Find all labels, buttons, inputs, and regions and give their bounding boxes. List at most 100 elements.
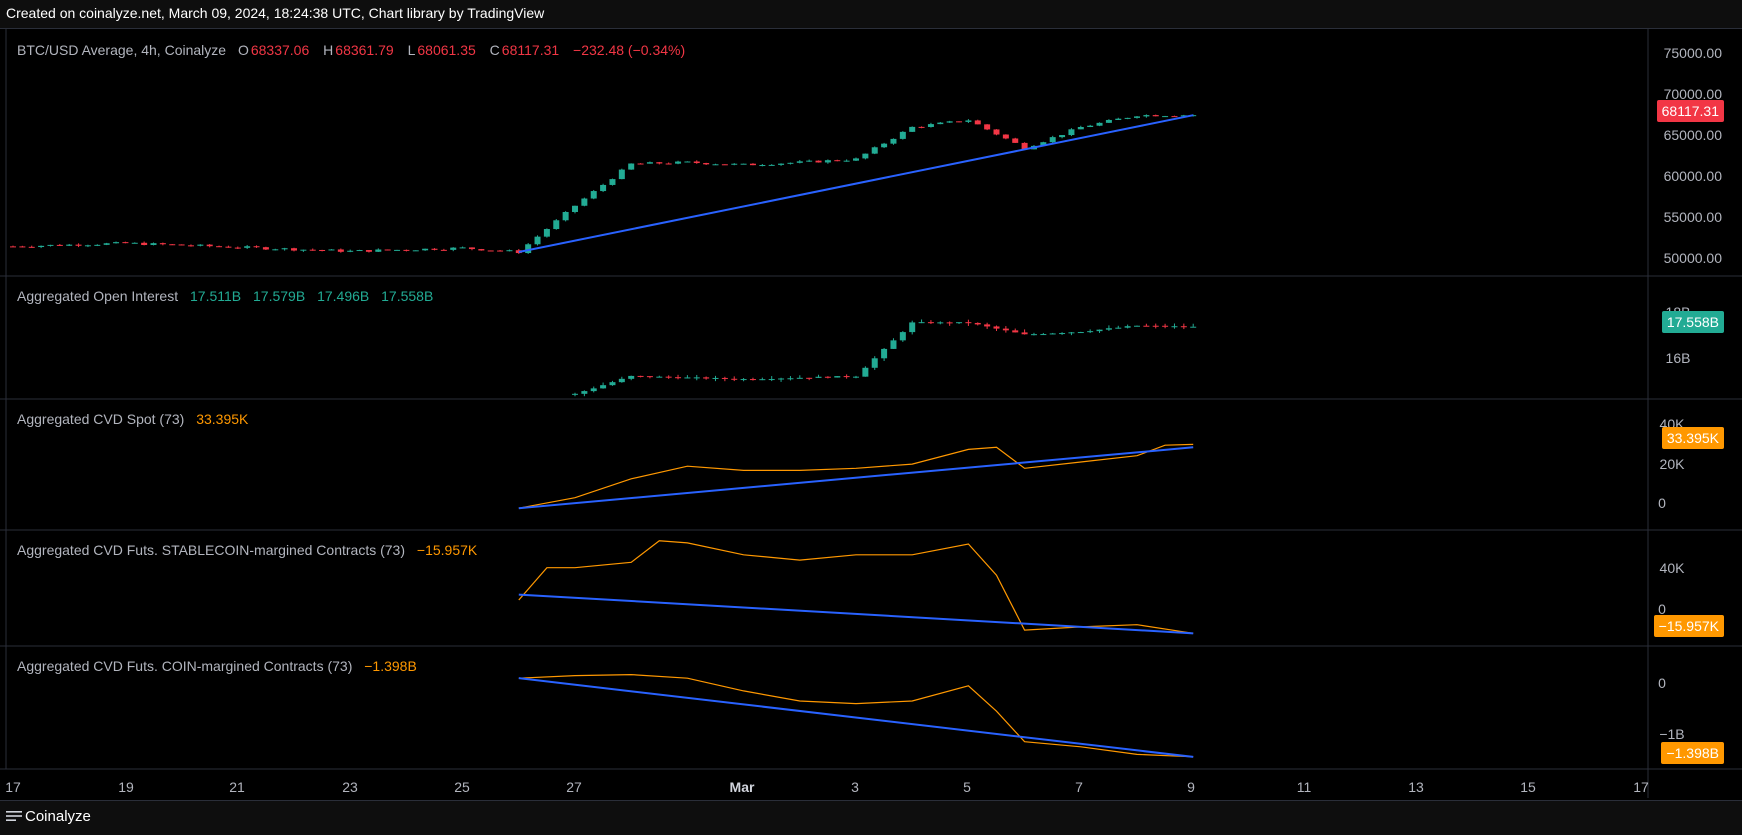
oi-candle — [712, 377, 719, 379]
close-value: 68117.31 — [501, 42, 560, 58]
oi-candle — [609, 382, 616, 386]
cvd-spot-tick-label: 0 — [1658, 495, 1666, 511]
oi-candle — [899, 332, 906, 341]
price-candle — [759, 165, 766, 167]
price-y-axis: 75000.00 70000.00 65000.00 60000.00 5500… — [1664, 45, 1723, 266]
price-candle — [38, 245, 45, 248]
oi-candle — [1162, 325, 1169, 327]
oi-candle — [768, 379, 775, 381]
x-tick-label: 15 — [1520, 779, 1536, 795]
oi-candle — [590, 388, 597, 392]
price-candle — [927, 124, 934, 127]
oi-candle — [1012, 330, 1019, 333]
coinalyze-brand[interactable]: Coinalyze — [6, 808, 91, 825]
cvd-coin-legend[interactable]: Aggregated CVD Futs. COIN-margined Contr… — [17, 658, 419, 674]
price-tick-label: 55000.00 — [1664, 209, 1723, 225]
price-candle — [740, 163, 747, 165]
price-candle — [590, 191, 597, 199]
price-candle — [796, 161, 803, 163]
oi-candle — [1049, 333, 1056, 335]
cvd-stable-last-tag: −15.957K — [1653, 615, 1724, 637]
close-label: C — [489, 42, 500, 58]
price-candle — [309, 249, 316, 251]
price-candle — [291, 248, 297, 251]
price-candle — [159, 243, 166, 245]
price-legend-title: BTC/USD Average, 4h, Coinalyze — [17, 42, 227, 58]
x-tick-label: 23 — [342, 779, 358, 795]
price-candle — [834, 160, 841, 162]
price-candle — [440, 249, 447, 251]
x-tick-label: 25 — [454, 779, 470, 795]
oi-low: 17.496B — [317, 288, 370, 304]
oi-candle — [946, 322, 953, 324]
price-candle — [375, 249, 382, 252]
price-candle — [478, 249, 485, 251]
oi-candle — [1105, 328, 1112, 330]
price-candle — [365, 250, 372, 252]
oi-candle — [993, 326, 1000, 329]
x-tick-label: 17 — [5, 779, 21, 795]
price-candle — [234, 247, 241, 249]
price-candle — [1124, 117, 1131, 119]
x-tick-label: 11 — [1297, 779, 1312, 795]
oi-candle — [1180, 326, 1187, 328]
oi-candle — [974, 322, 981, 325]
price-candle — [384, 249, 391, 251]
oi-candle — [824, 376, 831, 378]
oi-candle — [937, 322, 944, 324]
oi-candle — [871, 358, 878, 368]
price-candle — [394, 249, 401, 251]
price-candle — [47, 244, 54, 246]
oi-candle — [1096, 329, 1103, 332]
price-candle — [665, 163, 672, 165]
price-candle — [141, 242, 148, 246]
oi-candle — [656, 376, 663, 378]
cvd-coin-tick-label: −1B — [1659, 726, 1684, 742]
price-candle — [94, 244, 101, 246]
oi-candle — [740, 379, 747, 381]
cvd-spot-legend-title: Aggregated CVD Spot (73) — [17, 411, 185, 427]
price-candle — [66, 244, 73, 246]
price-legend[interactable]: BTC/USD Average, 4h, Coinalyze O 68337.06… — [17, 42, 687, 58]
oi-candle — [1040, 334, 1047, 336]
cvd-coin-tick-label: 0 — [1658, 675, 1666, 691]
price-candle — [703, 163, 710, 165]
price-candle — [684, 161, 691, 163]
price-candle — [356, 250, 363, 252]
price-candle — [824, 160, 831, 163]
price-candle — [675, 161, 682, 164]
price-candle — [1152, 115, 1159, 117]
price-candle — [206, 244, 213, 247]
oi-candle — [665, 376, 672, 378]
x-tick-label: 5 — [963, 779, 971, 795]
price-candle — [534, 236, 541, 245]
cvd-spot-legend[interactable]: Aggregated CVD Spot (73) 33.395K — [17, 411, 250, 427]
price-candle — [1040, 142, 1047, 146]
price-candle — [1049, 137, 1056, 143]
oi-legend[interactable]: Aggregated Open Interest 17.511B 17.579B… — [17, 288, 435, 304]
oi-candle — [787, 378, 794, 380]
price-candle — [1059, 135, 1066, 138]
oi-candle — [834, 376, 841, 378]
price-candle — [581, 198, 588, 206]
price-candle — [553, 220, 560, 230]
open-value: 68337.06 — [250, 42, 310, 58]
price-candle — [956, 121, 963, 123]
price-candle — [28, 246, 35, 248]
oi-candle — [721, 377, 728, 379]
price-candle — [974, 120, 981, 125]
oi-candle — [1190, 326, 1197, 328]
price-candle — [262, 247, 269, 250]
oi-candle — [1115, 327, 1122, 329]
oi-last-tag: 17.558B — [1661, 311, 1724, 333]
oi-candle — [675, 377, 682, 379]
price-candle — [1087, 125, 1094, 128]
oi-candle — [1002, 328, 1009, 331]
oi-open: 17.511B — [190, 288, 242, 304]
price-candle — [787, 162, 794, 164]
oi-candle — [965, 322, 972, 324]
x-tick-label: 27 — [566, 779, 582, 795]
cvd-stable-series-line — [518, 540, 1194, 634]
cvd-stable-legend[interactable]: Aggregated CVD Futs. STABLECOIN-margined… — [17, 542, 479, 558]
